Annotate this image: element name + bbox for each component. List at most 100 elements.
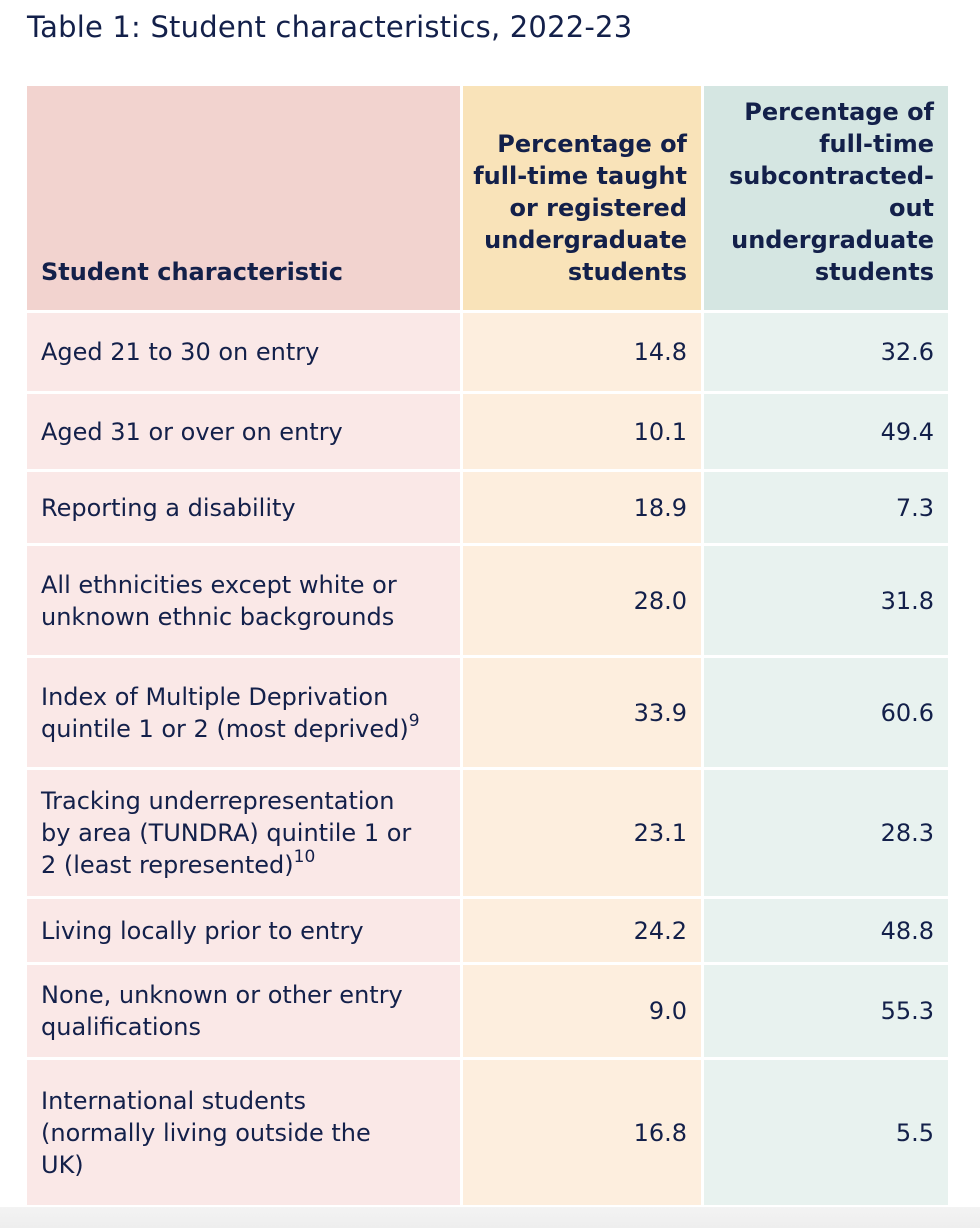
row-taught-value: 10.1: [463, 394, 701, 469]
row-divider: [27, 469, 948, 472]
row-divider: [27, 962, 948, 965]
characteristic-text: unknown ethnic backgrounds: [41, 602, 395, 631]
row-subcontracted-value: 55.3: [704, 965, 948, 1057]
row-characteristic-label: Living locally prior to entry: [41, 915, 364, 947]
characteristic-text: by area (TUNDRA) quintile 1 or: [41, 819, 412, 847]
row-characteristic-label: International students (normally living o…: [41, 1085, 371, 1181]
row-characteristic-label: All ethnicities except white or unknown e…: [41, 569, 397, 633]
column-divider: [460, 770, 463, 896]
characteristic-line: (normally living outside the: [41, 1117, 371, 1149]
footnote-reference[interactable]: 10: [293, 847, 316, 867]
row-taught-value: 33.9: [463, 658, 701, 767]
characteristic-text: Tracking underrepresentation: [41, 787, 395, 815]
column-divider: [701, 658, 704, 767]
header-line: students: [814, 258, 934, 286]
header-subcontracted-percentage-label: Percentage of full-time subcontracted-out u…: [729, 96, 934, 288]
row-divider: [27, 896, 948, 899]
characteristic-line: Aged 21 to 30 on entry: [41, 336, 319, 368]
column-divider: [460, 313, 463, 391]
row-subcontracted-value: 32.6: [704, 313, 948, 391]
characteristic-text: UK): [41, 1150, 84, 1179]
characteristic-line: Reporting a disability: [41, 492, 296, 524]
characteristic-line: qualifications: [41, 1011, 403, 1043]
characteristic-line: None, unknown or other entry: [41, 979, 403, 1011]
row-characteristic-cell: Living locally prior to entry: [27, 899, 460, 962]
characteristic-text: Living locally prior to entry: [41, 916, 364, 945]
row-subcontracted-value: 28.3: [704, 770, 948, 896]
row-subcontracted-value: 31.8: [704, 546, 948, 655]
characteristic-text: Aged 31 or over on entry: [41, 417, 343, 446]
row-subcontracted-value: 48.8: [704, 899, 948, 962]
row-characteristic-cell: Reporting a disability: [27, 472, 460, 543]
column-divider: [460, 546, 463, 655]
header-line: Percentage of: [744, 98, 934, 126]
characteristic-line: by area (TUNDRA) quintile 1 or: [41, 817, 411, 849]
characteristic-line: Index of Multiple Deprivation: [41, 681, 420, 713]
row-characteristic-cell: All ethnicities except white or unknown e…: [27, 546, 460, 655]
row-characteristic-cell: Aged 31 or over on entry: [27, 394, 460, 469]
header-line: students: [567, 258, 687, 286]
characteristic-text: quintile 1 or 2 (most deprived): [41, 714, 409, 743]
column-divider: [460, 86, 463, 310]
characteristic-line: Living locally prior to entry: [41, 915, 364, 947]
row-divider: [27, 310, 948, 313]
row-characteristic-cell: None, unknown or other entry qualificatio…: [27, 965, 460, 1057]
characteristic-line: Aged 31 or over on entry: [41, 416, 343, 448]
row-characteristic-label: Reporting a disability: [41, 492, 296, 524]
characteristic-line: International students: [41, 1085, 371, 1117]
table-caption: Table 1: Student characteristics, 2022-2…: [27, 10, 633, 44]
column-divider: [701, 1060, 704, 1205]
row-subcontracted-value: 5.5: [704, 1060, 948, 1205]
row-divider: [27, 1057, 948, 1060]
student-characteristics-table: Student characteristic Percentage of full…: [27, 86, 948, 1205]
column-divider: [460, 472, 463, 543]
header-line: undergraduate: [484, 226, 687, 254]
row-characteristic-label: Aged 31 or over on entry: [41, 416, 343, 448]
characteristic-line: All ethnicities except white or: [41, 569, 397, 601]
row-divider: [27, 391, 948, 394]
column-divider: [460, 899, 463, 962]
row-taught-value: 28.0: [463, 546, 701, 655]
column-divider: [460, 1060, 463, 1205]
characteristic-line: unknown ethnic backgrounds: [41, 601, 397, 633]
page-bottom-strip: [0, 1207, 980, 1228]
column-divider: [701, 546, 704, 655]
header-student-characteristic: Student characteristic: [27, 86, 460, 310]
row-divider: [27, 655, 948, 658]
characteristic-text: Reporting a disability: [41, 493, 296, 522]
row-subcontracted-value: 60.6: [704, 658, 948, 767]
header-taught-percentage: Percentage of full-time taught or register…: [463, 86, 701, 310]
characteristic-line: quintile 1 or 2 (most deprived)9: [41, 710, 420, 745]
header-line: undergraduate: [731, 226, 934, 254]
header-line: subcontracted-: [729, 162, 934, 190]
characteristic-line: UK): [41, 1149, 371, 1181]
row-subcontracted-value: 49.4: [704, 394, 948, 469]
row-characteristic-cell: International students (normally living o…: [27, 1060, 460, 1205]
column-divider: [701, 770, 704, 896]
row-characteristic-label: None, unknown or other entry qualificatio…: [41, 979, 403, 1043]
row-characteristic-cell: Tracking underrepresentation by area (TUN…: [27, 770, 460, 896]
characteristic-text: Index of Multiple Deprivation: [41, 682, 389, 711]
header-line: out: [888, 194, 934, 222]
header-line: full-time: [819, 130, 934, 158]
characteristic-line: Tracking underrepresentation: [41, 785, 411, 817]
header-subcontracted-percentage: Percentage of full-time subcontracted-out u…: [704, 86, 948, 310]
row-taught-value: 16.8: [463, 1060, 701, 1205]
characteristic-text: Aged 21 to 30 on entry: [41, 338, 320, 366]
column-divider: [701, 394, 704, 469]
footnote-reference[interactable]: 9: [408, 710, 420, 731]
characteristic-text: None, unknown or other entry: [41, 981, 403, 1009]
characteristic-text: (normally living outside the: [41, 1118, 371, 1147]
row-characteristic-cell: Index of Multiple Deprivation quintile 1 …: [27, 658, 460, 767]
row-taught-value: 18.9: [463, 472, 701, 543]
row-subcontracted-value: 7.3: [704, 472, 948, 543]
column-divider: [701, 313, 704, 391]
row-characteristic-label: Tracking underrepresentation by area (TUN…: [41, 785, 411, 881]
row-taught-value: 24.2: [463, 899, 701, 962]
column-divider: [701, 965, 704, 1057]
column-divider: [460, 394, 463, 469]
row-characteristic-label: Aged 21 to 30 on entry: [41, 336, 319, 368]
row-divider: [27, 543, 948, 546]
column-divider: [460, 965, 463, 1057]
column-divider: [460, 658, 463, 767]
